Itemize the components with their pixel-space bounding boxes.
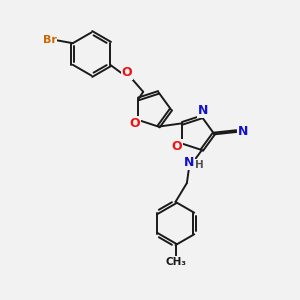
Text: O: O bbox=[122, 66, 132, 79]
Text: N: N bbox=[184, 156, 194, 170]
Text: H: H bbox=[195, 160, 204, 170]
Text: O: O bbox=[130, 117, 140, 130]
Text: Br: Br bbox=[43, 35, 57, 45]
Text: O: O bbox=[172, 140, 182, 153]
Text: CH₃: CH₃ bbox=[165, 257, 186, 267]
Text: N: N bbox=[238, 124, 248, 138]
Text: N: N bbox=[198, 104, 208, 117]
